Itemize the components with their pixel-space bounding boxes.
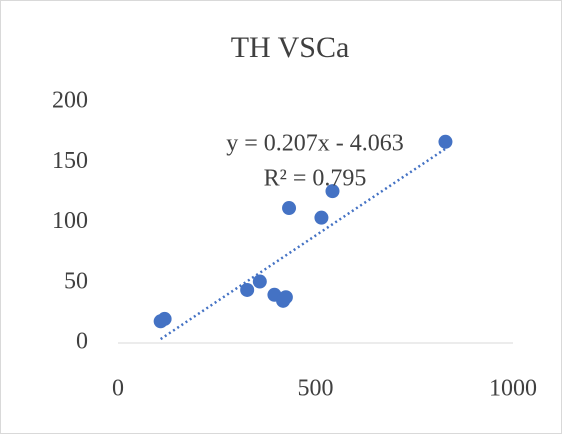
scatter-point — [252, 274, 267, 289]
scatter-point — [314, 210, 329, 225]
scatter-point — [438, 134, 453, 149]
y-tick-label: 50 — [64, 268, 88, 294]
trendline — [159, 147, 447, 341]
trendline-r-squared: R² = 0.795 — [264, 166, 367, 192]
chart-title: TH VSCa — [231, 31, 350, 64]
x-tick-label: 500 — [298, 376, 334, 402]
x-tick-label: 0 — [112, 376, 124, 402]
scatter-point — [278, 290, 293, 305]
scatter-point — [240, 282, 255, 297]
scatter-point — [325, 184, 340, 199]
scatter-point — [157, 311, 172, 326]
trendline-equation: y = 0.207x - 4.063 — [226, 131, 404, 157]
y-tick-label: 0 — [76, 329, 88, 355]
scatter-point — [282, 201, 297, 216]
y-tick-label: 100 — [52, 208, 88, 234]
y-tick-label: 150 — [52, 148, 88, 174]
y-tick-label: 200 — [52, 88, 88, 114]
x-tick-label: 1000 — [489, 376, 537, 402]
